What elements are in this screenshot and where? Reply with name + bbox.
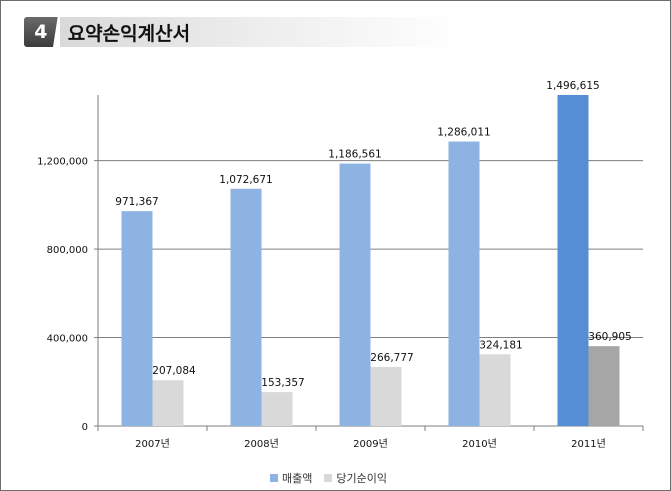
bar-net-income [152,380,184,426]
legend-label-sales: 매출액 [282,472,313,485]
data-labels: 971,367 207,084 1,072,671 153,357 1,186,561 2… [115,80,631,389]
data-label: 360,905 [588,331,631,343]
legend-item-net-income: 당기순이익 [324,470,387,486]
bar-net-income [370,366,402,426]
section-number-badge: 4 [24,17,58,47]
data-label: 153,357 [261,377,304,389]
data-label: 324,181 [479,339,522,351]
bar-sales [121,211,153,426]
section-title: 요약손익계산서 [59,17,464,47]
legend: 매출액 당기순이익 [270,470,387,486]
data-label: 207,084 [152,365,196,377]
x-tick-label: 2007년 [135,438,170,450]
x-tick-label: 2010년 [462,438,497,450]
axes: 0 400,000 800,000 1,200,000 2007년 2008년 2009년 2… [37,95,644,450]
data-label: 1,496,615 [546,80,599,92]
x-tick-label: 2011년 [571,438,606,450]
data-label: 266,777 [370,352,413,364]
legend-swatch-net-income [324,474,333,482]
y-tick-label: 800,000 [47,245,88,256]
x-tick-label: 2009년 [353,438,388,450]
data-label: 1,072,671 [219,174,272,186]
legend-label-net-income: 당기순이익 [336,472,387,485]
y-tick-label: 1,200,000 [37,157,88,168]
data-label: 1,186,561 [328,149,381,161]
bar-sales [557,95,589,426]
bar-net-income [261,392,293,426]
y-tick-label: 0 [82,422,88,433]
x-tick-label: 2008년 [244,438,279,450]
legend-item-sales: 매출액 [270,470,312,486]
bar-net-income [588,346,620,426]
data-label: 971,367 [115,196,158,208]
bar-net-income [479,354,511,426]
section-header: 4 요약손익계산서 [24,16,464,48]
bars [121,95,620,426]
data-label: 1,286,011 [437,127,490,139]
bar-sales [448,141,480,426]
bar-sales [230,188,262,426]
legend-swatch-sales [270,474,278,482]
bar-sales [339,163,371,426]
y-tick-label: 400,000 [47,334,88,345]
